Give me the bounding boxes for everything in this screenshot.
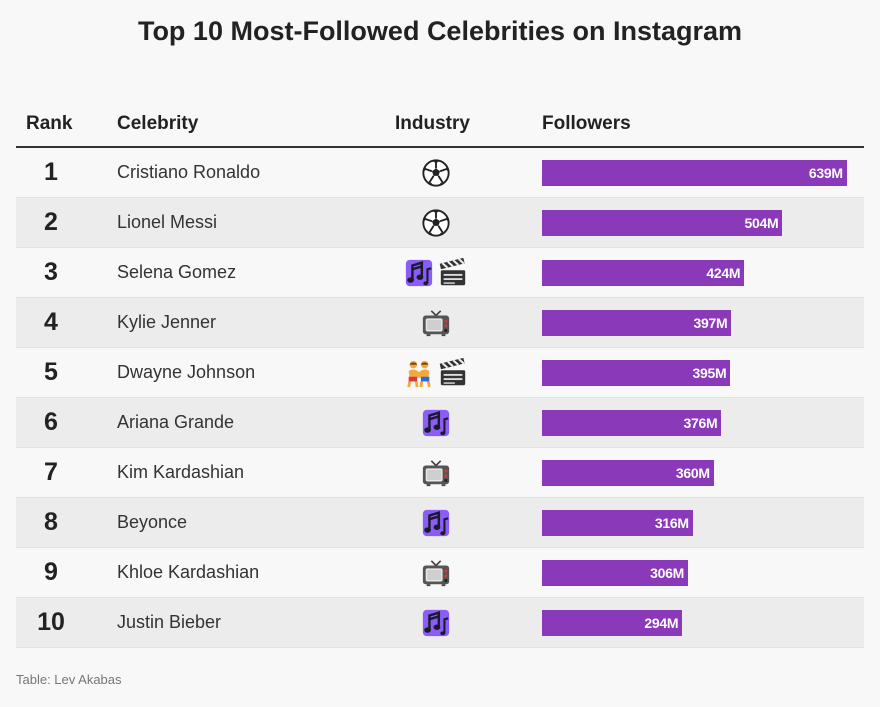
followers-bar: 504M: [542, 210, 783, 236]
followers-label: 504M: [744, 215, 779, 231]
soccer-ball-icon: [421, 158, 451, 188]
rank-cell: 5: [44, 358, 58, 386]
table-row: 4 Kylie Jenner 397M: [16, 298, 864, 348]
wrestlers-icon: [404, 358, 434, 388]
followers-label: 316M: [654, 515, 689, 531]
table-row: 5 Dwayne Johnson 395M: [16, 348, 864, 398]
chart-title: Top 10 Most-Followed Celebrities on Inst…: [137, 16, 743, 46]
rank-cell: 7: [44, 458, 58, 486]
television-icon: [421, 308, 451, 338]
followers-label: 397M: [693, 315, 728, 331]
source-credit: Table: Lev Akabas: [16, 672, 122, 687]
television-icon: [421, 458, 451, 488]
followers-label: 376M: [683, 415, 718, 431]
table-row: 2 Lionel Messi 504M: [16, 198, 864, 248]
followers-label: 395M: [692, 365, 727, 381]
followers-bar: 639M: [542, 160, 847, 186]
celebrity-name: Lionel Messi: [117, 212, 218, 232]
followers-bar: 397M: [542, 310, 732, 336]
table-row: 6 Ariana Grande 376M: [16, 398, 864, 448]
celebrity-name: Beyonce: [117, 512, 188, 532]
industry-cell: [376, 298, 496, 347]
celebrity-name: Cristiano Ronaldo: [117, 162, 261, 182]
table-row: 3 Selena Gomez 424M: [16, 248, 864, 298]
clapper-board-icon: [438, 257, 468, 288]
celebrity-name: Kim Kardashian: [117, 462, 245, 482]
rank-cell: 2: [44, 208, 58, 236]
followers-label: 306M: [650, 565, 684, 581]
followers-bar: 294M: [542, 610, 683, 636]
industry-cell: [376, 448, 496, 497]
column-header-celebrity[interactable]: Celebrity: [117, 113, 199, 134]
table-row: 10 Justin Bieber 294M: [16, 598, 864, 648]
table-row: 7 Kim Kardashian 360M: [16, 448, 864, 498]
followers-bar: 376M: [542, 410, 722, 436]
industry-cell: [376, 548, 496, 597]
celebrity-name: Ariana Grande: [117, 412, 235, 432]
followers-bar: 306M: [542, 560, 688, 586]
industry-cell: [376, 498, 496, 547]
music-notes-icon: [421, 408, 451, 438]
celebrity-name: Khloe Kardashian: [117, 562, 260, 582]
celebrity-name: Justin Bieber: [117, 612, 222, 632]
followers-bar: 424M: [542, 260, 745, 286]
followers-bar: 360M: [542, 460, 714, 486]
followers-label: 424M: [706, 265, 741, 281]
rank-cell: 9: [44, 558, 58, 586]
followers-label: 639M: [808, 165, 843, 181]
celebrity-name: Dwayne Johnson: [117, 362, 256, 382]
rank-cell: 10: [37, 608, 65, 636]
industry-cell: [376, 598, 496, 647]
rank-cell: 1: [44, 158, 58, 186]
followers-label: 294M: [644, 615, 679, 631]
industry-cell: [376, 198, 496, 247]
column-header-followers[interactable]: Followers: [542, 113, 631, 134]
table-row: 9 Khloe Kardashian 306M: [16, 548, 864, 598]
music-notes-icon: [421, 608, 451, 638]
rank-cell: 4: [44, 308, 58, 336]
industry-cell: [376, 148, 496, 197]
followers-bar: 395M: [542, 360, 731, 386]
table-row: 8 Beyonce 316M: [16, 498, 864, 548]
followers-label: 360M: [675, 465, 710, 481]
industry-cell: [376, 398, 496, 447]
celebrity-name: Kylie Jenner: [117, 312, 217, 332]
table-row: 1 Cristiano Ronaldo 639M: [16, 148, 864, 198]
celebrity-name: Selena Gomez: [117, 262, 237, 282]
industry-cell: [376, 348, 496, 397]
table-header: Rank Celebrity Industry Followers: [16, 110, 864, 148]
rank-cell: 6: [44, 408, 58, 436]
music-notes-icon: [404, 258, 434, 288]
clapper-board-icon: [438, 357, 468, 388]
followers-bar: 316M: [542, 510, 693, 536]
rank-cell: 8: [44, 508, 58, 536]
music-notes-icon: [421, 508, 451, 538]
industry-cell: [376, 248, 496, 297]
rank-cell: 3: [44, 258, 58, 286]
column-header-industry[interactable]: Industry: [395, 113, 470, 134]
television-icon: [421, 558, 451, 588]
table-body: 1 Cristiano Ronaldo 639M 2 Lionel Messi 504M 3…: [16, 148, 864, 648]
soccer-ball-icon: [421, 208, 451, 238]
column-header-rank[interactable]: Rank: [26, 113, 73, 134]
